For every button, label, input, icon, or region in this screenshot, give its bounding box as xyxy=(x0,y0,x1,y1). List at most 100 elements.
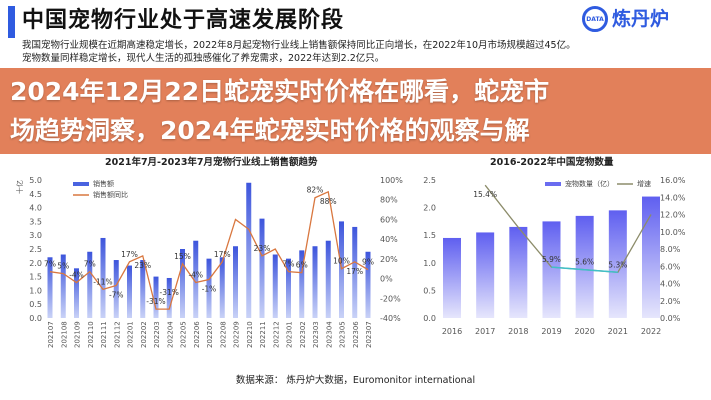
bar xyxy=(193,240,199,318)
data-label: 10% xyxy=(333,257,350,266)
x-tick-label: 202206 xyxy=(193,321,201,348)
bar xyxy=(542,221,561,318)
bar xyxy=(608,210,627,318)
logo-name: 炼丹炉 xyxy=(612,8,670,30)
bar xyxy=(352,226,358,318)
bar xyxy=(365,251,371,318)
bar xyxy=(443,237,461,318)
y2-tick-label: 14.0% xyxy=(660,193,686,202)
bar xyxy=(509,226,528,318)
data-label: 7% xyxy=(283,260,295,269)
y2-tick-label: 0.0% xyxy=(660,314,681,323)
x-tick-label: 202304 xyxy=(325,321,333,348)
y-tick-label: 1.0 xyxy=(29,286,42,295)
x-tick-label: 202211 xyxy=(259,321,267,348)
x-tick-label: 202110 xyxy=(87,321,95,348)
data-label: -11% xyxy=(93,277,112,286)
bar xyxy=(272,254,278,318)
title-accent-bar xyxy=(8,6,15,38)
x-tick-label: 202109 xyxy=(74,321,82,348)
legend-swatch-bar xyxy=(545,182,561,186)
x-tick-label: 202112 xyxy=(113,321,121,348)
bar xyxy=(113,260,119,318)
y-tick-label: 0.5 xyxy=(29,300,42,309)
x-tick-label: 202208 xyxy=(219,321,227,348)
data-label: 7% xyxy=(84,260,96,269)
x-tick-label: 202302 xyxy=(299,321,307,348)
description-line-2: 宠物数量同样稳定增长，现代人生活的孤独感催化了养宠需求，2022年达到2.2亿只… xyxy=(22,53,385,64)
x-tick-label: 202307 xyxy=(365,321,373,348)
x-tick-label: 202204 xyxy=(166,321,174,348)
y-tick-label: 0.5 xyxy=(423,286,436,295)
x-tick-label: 202108 xyxy=(60,321,68,348)
headline-line-2: 场趋势洞察，2024年蛇宠实时价格的观察与解 xyxy=(10,116,530,145)
data-label: 15.4% xyxy=(473,190,497,199)
x-tick-label: 202212 xyxy=(272,321,280,348)
bar xyxy=(575,215,594,318)
headline-line-1: 2024年12月22日蛇宠实时价格在哪看，蛇宠市 xyxy=(10,77,550,106)
y-tick-label: 4.5 xyxy=(29,190,42,199)
right-chart-title: 2016-2022年中国宠物数量 xyxy=(490,157,614,168)
data-label: 17% xyxy=(214,250,231,259)
bar xyxy=(642,196,660,318)
x-tick-label: 202209 xyxy=(233,321,241,348)
bar xyxy=(246,182,252,318)
x-tick-label: 202305 xyxy=(339,321,347,348)
y2-tick-label: 40% xyxy=(380,235,398,244)
data-label: 5.9% xyxy=(542,255,561,264)
y2-tick-label: 8.0% xyxy=(660,245,681,254)
bar xyxy=(219,257,225,318)
data-label: 6% xyxy=(296,261,308,270)
y-tick-label: 3.0 xyxy=(29,231,42,240)
x-tick-label: 2018 xyxy=(508,327,528,336)
data-source: 数据来源： 炼丹炉大数据，Euromonitor international xyxy=(235,375,476,386)
bar xyxy=(74,268,79,318)
y-tick-label: 5.0 xyxy=(29,176,42,185)
y-tick-label: 2.0 xyxy=(423,204,436,213)
bar xyxy=(339,221,344,318)
y-tick-label: 1.5 xyxy=(423,231,436,240)
left-chart-title: 2021年7月-2023年7月宠物行业线上销售额趋势 xyxy=(105,157,318,168)
bar xyxy=(87,251,93,318)
x-tick-label: 202306 xyxy=(352,321,360,348)
y-axis-label: 十亿 xyxy=(15,180,24,194)
brand-logo: DATA 炼丹炉 xyxy=(582,6,669,32)
x-tick-label: 202201 xyxy=(127,321,135,348)
y-tick-label: 0.0 xyxy=(423,314,436,323)
data-label: -31% xyxy=(146,297,165,306)
legend-label: 增速 xyxy=(637,179,651,188)
y-tick-label: 1.5 xyxy=(29,273,42,282)
y2-tick-label: 10.0% xyxy=(660,228,686,237)
data-label: 17% xyxy=(121,250,138,259)
bar xyxy=(140,260,146,318)
legend-label: 销售额同比 xyxy=(93,190,128,199)
data-label: -31% xyxy=(160,288,179,297)
line-highlight-segment xyxy=(551,266,618,274)
y-tick-label: 2.5 xyxy=(29,245,42,254)
bar xyxy=(60,254,66,318)
data-label: -4% xyxy=(188,271,203,280)
x-tick-label: 202202 xyxy=(140,321,148,348)
bar xyxy=(180,249,185,318)
data-label: 5% xyxy=(57,262,69,271)
y2-tick-label: 80% xyxy=(380,196,398,205)
y-tick-label: 0.0 xyxy=(29,314,42,323)
y2-tick-label: 4.0% xyxy=(660,280,681,289)
data-label: 23% xyxy=(254,244,271,253)
slide-title: 中国宠物行业处于高速发展阶段 xyxy=(22,8,345,33)
y2-tick-label: 20% xyxy=(380,255,398,264)
bar xyxy=(325,240,331,318)
bar xyxy=(299,250,305,318)
data-label: -4% xyxy=(69,271,84,280)
y2-tick-label: 16.0% xyxy=(660,176,686,185)
x-tick-label: 202203 xyxy=(153,321,161,348)
y2-tick-label: 12.0% xyxy=(660,211,686,220)
data-label: 7% xyxy=(44,260,56,269)
x-tick-label: 202303 xyxy=(312,321,320,348)
x-tick-label: 2016 xyxy=(442,327,462,336)
x-tick-label: 2020 xyxy=(574,327,594,336)
legend-label: 销售额 xyxy=(93,179,114,188)
x-tick-label: 202107 xyxy=(47,321,55,348)
logo-icon: DATA xyxy=(582,6,608,32)
x-tick-label: 202210 xyxy=(246,321,254,348)
